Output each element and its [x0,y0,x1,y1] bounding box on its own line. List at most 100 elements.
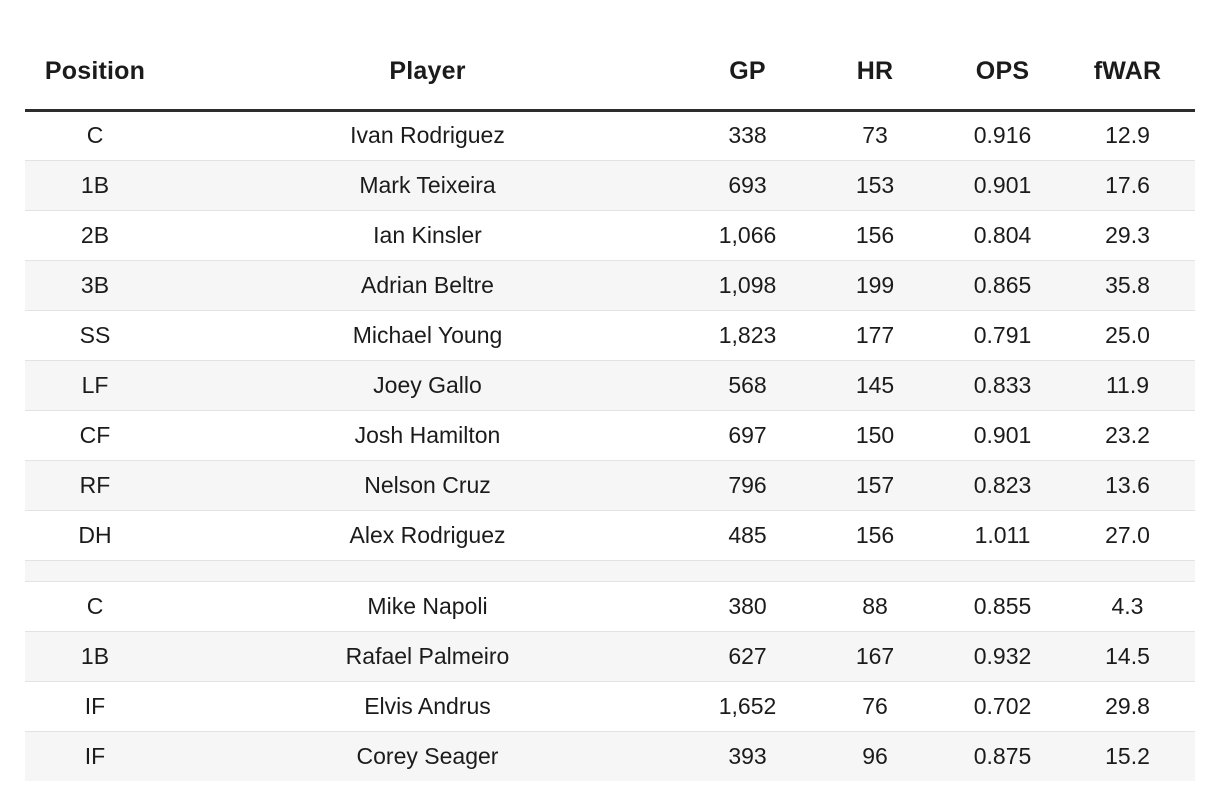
cell-fwar: 35.8 [1060,259,1195,310]
cell-hr: 145 [805,359,945,410]
cell-ops: 0.791 [945,309,1060,360]
cell-ops: 0.875 [945,730,1060,781]
cell-hr: 156 [805,509,945,560]
cell-player: Rafael Palmeiro [165,630,690,681]
cell-hr: 150 [805,409,945,460]
table-row: 1B Mark Teixeira 693 153 0.901 17.6 [25,159,1195,210]
table-row: C Mike Napoli 380 88 0.855 4.3 [25,580,1195,631]
cell-position: 3B [25,259,165,310]
cell-gp: 380 [690,580,805,631]
cell-hr: 88 [805,580,945,631]
cell-fwar: 12.9 [1060,110,1195,160]
table-row: 1B Rafael Palmeiro 627 167 0.932 14.5 [25,630,1195,681]
table-row: C Ivan Rodriguez 338 73 0.916 12.9 [25,110,1195,160]
cell-position: SS [25,309,165,360]
cell-gp: 627 [690,630,805,681]
cell-ops: 0.855 [945,580,1060,631]
cell-position: CF [25,409,165,460]
cell-ops: 0.932 [945,630,1060,681]
cell-ops: 0.865 [945,259,1060,310]
cell-ops: 0.823 [945,459,1060,510]
cell-fwar: 17.6 [1060,159,1195,210]
cell-gp: 568 [690,359,805,410]
cell-player: Joey Gallo [165,359,690,410]
cell-fwar: 4.3 [1060,580,1195,631]
cell-fwar: 14.5 [1060,630,1195,681]
player-stats-table: Position Player GP HR OPS fWAR C Ivan Rod… [25,34,1195,781]
cell-gp: 393 [690,730,805,781]
cell-player: Josh Hamilton [165,409,690,460]
table-row: LF Joey Gallo 568 145 0.833 11.9 [25,359,1195,410]
cell-hr: 153 [805,159,945,210]
group-separator-cell [25,559,1195,581]
table-row: IF Elvis Andrus 1,652 76 0.702 29.8 [25,680,1195,731]
cell-player: Alex Rodriguez [165,509,690,560]
cell-fwar: 13.6 [1060,459,1195,510]
cell-player: Michael Young [165,309,690,360]
table-row: CF Josh Hamilton 697 150 0.901 23.2 [25,409,1195,460]
cell-ops: 0.702 [945,680,1060,731]
cell-fwar: 23.2 [1060,409,1195,460]
cell-hr: 167 [805,630,945,681]
cell-position: 1B [25,159,165,210]
cell-hr: 177 [805,309,945,360]
cell-gp: 796 [690,459,805,510]
cell-fwar: 11.9 [1060,359,1195,410]
player-stats-page: Position Player GP HR OPS fWAR C Ivan Rod… [0,34,1220,810]
cell-player: Adrian Beltre [165,259,690,310]
cell-fwar: 25.0 [1060,309,1195,360]
cell-player: Corey Seager [165,730,690,781]
cell-gp: 485 [690,509,805,560]
cell-gp: 1,652 [690,680,805,731]
table-row: 3B Adrian Beltre 1,098 199 0.865 35.8 [25,259,1195,310]
cell-hr: 73 [805,110,945,160]
table-row: DH Alex Rodriguez 485 156 1.011 27.0 [25,509,1195,560]
cell-gp: 1,066 [690,209,805,260]
cell-position: 2B [25,209,165,260]
cell-hr: 156 [805,209,945,260]
column-header-player: Player [165,34,690,112]
column-header-ops: OPS [945,34,1060,112]
cell-hr: 157 [805,459,945,510]
cell-gp: 697 [690,409,805,460]
column-header-fwar: fWAR [1060,34,1195,112]
cell-ops: 0.804 [945,209,1060,260]
cell-position: C [25,580,165,631]
cell-fwar: 15.2 [1060,730,1195,781]
cell-position: DH [25,509,165,560]
cell-player: Elvis Andrus [165,680,690,731]
header-row: Position Player GP HR OPS fWAR [25,34,1195,112]
cell-player: Nelson Cruz [165,459,690,510]
cell-gp: 1,823 [690,309,805,360]
column-header-position: Position [25,34,165,112]
table-row: RF Nelson Cruz 796 157 0.823 13.6 [25,459,1195,510]
cell-gp: 693 [690,159,805,210]
table-row: 2B Ian Kinsler 1,066 156 0.804 29.3 [25,209,1195,260]
column-header-gp: GP [690,34,805,112]
cell-position: IF [25,730,165,781]
cell-position: 1B [25,630,165,681]
table-row: IF Corey Seager 393 96 0.875 15.2 [25,730,1195,781]
cell-ops: 0.901 [945,159,1060,210]
cell-ops: 0.901 [945,409,1060,460]
column-header-hr: HR [805,34,945,112]
cell-ops: 0.916 [945,110,1060,160]
cell-hr: 76 [805,680,945,731]
cell-position: LF [25,359,165,410]
table-row: SS Michael Young 1,823 177 0.791 25.0 [25,309,1195,360]
cell-player: Ivan Rodriguez [165,110,690,160]
cell-player: Mike Napoli [165,580,690,631]
cell-ops: 0.833 [945,359,1060,410]
group-separator-row [25,559,1195,581]
cell-fwar: 27.0 [1060,509,1195,560]
cell-hr: 96 [805,730,945,781]
cell-position: IF [25,680,165,731]
cell-position: C [25,110,165,160]
cell-hr: 199 [805,259,945,310]
cell-position: RF [25,459,165,510]
cell-gp: 1,098 [690,259,805,310]
cell-fwar: 29.3 [1060,209,1195,260]
cell-player: Mark Teixeira [165,159,690,210]
cell-ops: 1.011 [945,509,1060,560]
cell-fwar: 29.8 [1060,680,1195,731]
